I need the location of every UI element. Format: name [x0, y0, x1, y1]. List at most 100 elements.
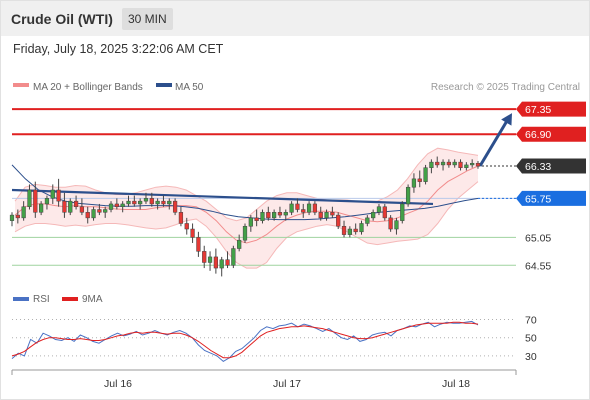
candle-body: [283, 212, 288, 216]
candle: [103, 206, 108, 218]
time-tick-label: Jul 16: [104, 378, 132, 390]
trendline: [11, 188, 434, 206]
bollinger-lower-line: [14, 181, 479, 269]
candle: [330, 206, 335, 218]
candle: [27, 184, 32, 210]
candle-body: [353, 228, 358, 233]
candle-body: [219, 259, 224, 269]
candle-body: [108, 203, 114, 210]
candle: [429, 159, 434, 174]
candle-body: [202, 251, 207, 263]
candle-body: [330, 212, 335, 216]
candle: [172, 198, 178, 216]
rsi-ma9-line: [11, 321, 479, 359]
candle-body: [172, 200, 178, 213]
candle: [219, 256, 224, 277]
rsi-tick-label: 50: [525, 333, 537, 345]
level-tag: 67.35: [516, 101, 586, 117]
candle-body: [435, 161, 440, 166]
candle-body: [452, 161, 457, 166]
candle: [50, 184, 55, 204]
candle-body: [347, 228, 352, 235]
level-label: 66.33: [525, 161, 551, 173]
candle: [132, 195, 137, 207]
candle: [359, 220, 364, 235]
candle-body: [143, 198, 149, 202]
candle: [301, 203, 306, 218]
candle: [33, 181, 38, 218]
level-label: 65.05: [525, 232, 551, 244]
candle: [138, 198, 143, 210]
time-tick-label: Jul 17: [273, 378, 301, 390]
candle: [411, 173, 417, 193]
candle-body: [411, 178, 417, 188]
candle: [260, 209, 265, 224]
candle-body: [184, 223, 189, 230]
timestamp: Friday, July 18, 2025 3:22:06 AM CET: [13, 42, 224, 56]
candle-body: [248, 217, 253, 227]
ma9-legend-swatch: [62, 297, 78, 301]
candle: [68, 198, 73, 216]
candle-body: [97, 209, 102, 213]
candle-body: [213, 256, 218, 269]
level-tag: 66.33: [516, 158, 586, 174]
candle-body: [423, 167, 428, 182]
candle: [365, 215, 370, 227]
candle: [266, 206, 271, 221]
level-tag-background: [516, 190, 586, 206]
rsi-legend-swatch: [13, 297, 29, 301]
candle-body: [85, 212, 90, 219]
candle-body: [50, 189, 55, 199]
candle-body: [27, 189, 32, 207]
candle: [446, 159, 451, 168]
candle: [202, 245, 207, 269]
rsi-tick-label: 70: [525, 315, 537, 327]
candle-body: [79, 206, 85, 213]
candle-body: [103, 209, 108, 213]
candle: [324, 209, 329, 221]
candle: [475, 161, 481, 169]
copyright-text: Research © 2025 Trading Central: [431, 82, 580, 93]
candle-body: [242, 225, 248, 241]
candle-body: [324, 212, 329, 219]
candle-body: [190, 228, 195, 238]
candle: [167, 198, 172, 210]
candle-body: [138, 200, 143, 205]
candle-body: [272, 212, 277, 219]
candle: [388, 215, 393, 232]
candle: [85, 206, 90, 224]
header-bar: Crude Oil (WTI) 30 MIN: [1, 1, 589, 36]
candle-body: [429, 161, 434, 168]
candle: [306, 201, 312, 216]
candle: [254, 209, 259, 227]
candle-body: [306, 203, 312, 213]
candle-body: [21, 206, 26, 219]
candle: [464, 162, 469, 171]
candlesticks: [9, 156, 481, 277]
candle: [196, 231, 201, 257]
candle-body: [400, 203, 405, 221]
candle: [318, 206, 323, 221]
instrument-title: Crude Oil (WTI): [11, 11, 113, 27]
candle: [382, 203, 387, 221]
candle-body: [132, 200, 137, 205]
bollinger-band-fill: [15, 148, 478, 269]
candle: [143, 192, 149, 204]
level-label: 64.55: [525, 260, 551, 272]
ma50-legend-label: MA 50: [175, 82, 204, 93]
level-tag: 64.55: [525, 260, 551, 272]
timeframe-badge[interactable]: 30 MIN: [122, 8, 173, 30]
candle-body: [382, 206, 387, 219]
candle-body: [289, 203, 294, 213]
candle-body: [68, 200, 73, 213]
rsi-panel: 70 50 30: [11, 315, 537, 363]
candle: [73, 195, 79, 210]
candle: [341, 220, 347, 238]
candle-body: [149, 198, 154, 205]
candle: [371, 209, 376, 221]
candle: [161, 195, 166, 207]
candle-body: [277, 212, 283, 216]
level-label: 65.75: [525, 193, 551, 205]
candle-body: [196, 237, 201, 252]
